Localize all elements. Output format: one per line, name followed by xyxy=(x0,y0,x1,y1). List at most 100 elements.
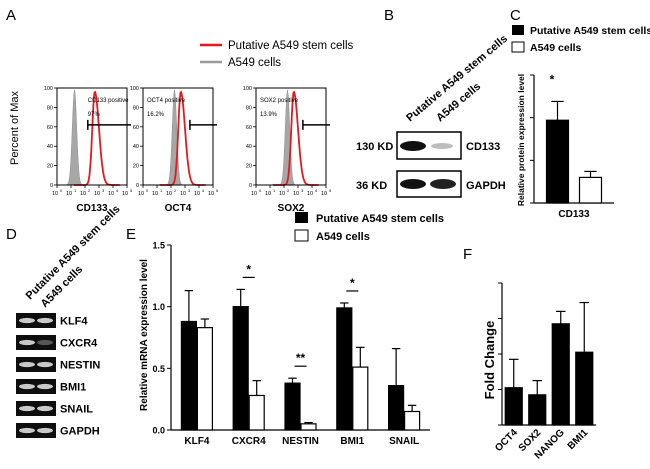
flow-xtick-exponent: 3 xyxy=(188,188,191,193)
flow-xtick-exponent: 3 xyxy=(301,188,304,193)
panel-e: E Putative A549 stem cells A549 cells Re… xyxy=(126,212,444,447)
gel-gene-label-nestin: NESTIN xyxy=(60,360,100,372)
flow-xtick-label: 10 xyxy=(194,191,200,197)
gel-band-bmi1-a549 xyxy=(37,383,53,390)
bar-nestin-a549 xyxy=(300,423,317,431)
gate-label-cd133: CD133 positive xyxy=(88,98,129,104)
flow-xtick-exponent: 0 xyxy=(146,188,149,193)
gel-gene-label-cxcr4: CXCR4 xyxy=(60,338,98,350)
red-histogram-sox2 xyxy=(272,90,319,186)
flow-ytick-label: 40 xyxy=(133,144,139,150)
flow-xtick-exponent: 0 xyxy=(259,188,262,193)
gel-gene-label-gapdh: GAPDH xyxy=(60,426,100,438)
flow-xtick-exponent: 5 xyxy=(329,188,332,193)
flow-xtick-exponent: 5 xyxy=(130,188,133,193)
flow-xtick-label: 10 xyxy=(180,191,186,197)
bar-cxcr4-a549 xyxy=(248,394,265,431)
category-label-bmi1: BMI1 xyxy=(340,436,364,447)
blot-band-gapdh-stem xyxy=(400,179,426,189)
red-histogram-cd133 xyxy=(73,90,120,186)
flow-xtick-label: 10 xyxy=(265,191,271,197)
flow-frame-cd133 xyxy=(56,87,128,186)
flow-xtick-label: 10 xyxy=(80,191,86,197)
flow-ytick-label: 0 xyxy=(136,183,139,189)
flow-histograms: CD133 positive97%02040608010010010110210… xyxy=(44,86,332,214)
gel-rows: KLF4 CXCR4 NESTIN BMI1 SNAIL GAPDH xyxy=(16,313,100,438)
legend-swatch-c-a549 xyxy=(511,41,525,53)
gel-row-snail xyxy=(16,401,56,416)
bar-klf4-stem xyxy=(180,320,197,431)
flow-xtick-exponent: 4 xyxy=(202,188,205,193)
flow-xtick-exponent: 2 xyxy=(88,188,91,193)
gel-band-snail-stem xyxy=(19,405,35,412)
flow-ytick-label: 80 xyxy=(47,105,53,111)
bar-nanog-stem xyxy=(551,323,570,426)
gel-row-klf4 xyxy=(16,313,56,328)
significance-mark-nestin: ** xyxy=(296,351,306,365)
flow-xtick-label: 10 xyxy=(293,191,299,197)
flow-xtick-exponent: 2 xyxy=(287,188,290,193)
flow-xtick-exponent: 0 xyxy=(60,188,63,193)
e-y-axis-label: Relative mRNA expression level xyxy=(139,259,150,411)
legend-label-stem: Putative A549 stem cells xyxy=(228,40,354,52)
flow-ytick-label: 60 xyxy=(47,125,53,131)
flow-xtick-label: 10 xyxy=(251,191,257,197)
flow-ytick-label: 40 xyxy=(47,144,53,150)
bar-sox2-stem xyxy=(528,394,547,426)
flow-xtick-exponent: 4 xyxy=(116,188,119,193)
gray-histogram-cd133 xyxy=(61,89,102,186)
gel-band-nestin-stem xyxy=(19,361,35,368)
gel-gene-label-klf4: KLF4 xyxy=(60,316,88,328)
bar-snail-stem xyxy=(388,385,405,431)
bar-bmi1-a549 xyxy=(352,366,369,431)
flow-xtick-label: 10 xyxy=(152,191,158,197)
flow-ytick-label: 0 xyxy=(50,183,53,189)
bar-oct4-stem xyxy=(504,387,523,426)
panel-a-letter: A xyxy=(6,7,16,24)
y-tick-label: 0.0 xyxy=(152,426,165,436)
flow-y-axis-label: Percent of Max xyxy=(9,91,21,165)
flow-xtick-label: 10 xyxy=(138,191,144,197)
flow-ytick-label: 100 xyxy=(44,86,53,92)
chart-e: 0.0 0.5 1.0 1.5 KLF4 CXCR4 * NESTIN ** BMI1 * SNAIL xyxy=(152,241,430,447)
flow-xtick-label: 10 xyxy=(166,191,172,197)
gate-label-oct4: OCT4 positive xyxy=(147,98,186,104)
blot-band-gapdh-a549 xyxy=(430,179,456,189)
flow-xtick-label: 10 xyxy=(94,191,100,197)
panel-d-letter: D xyxy=(6,226,17,243)
flow-xtick-label: 10 xyxy=(122,191,128,197)
gray-histogram-sox2 xyxy=(260,89,301,186)
gel-band-klf4-a549 xyxy=(37,317,53,324)
flow-xtick-label: 10 xyxy=(108,191,114,197)
blot-size-gapdh: 36 KD xyxy=(356,180,387,192)
flow-xtick-exponent: 1 xyxy=(273,188,276,193)
category-label-oct4: OCT4 xyxy=(493,427,520,454)
y-tick-label: 1.5 xyxy=(152,241,165,251)
gel-lane-label-stem: Putative A549 stem cells xyxy=(24,203,123,302)
flow-xtick-label: 10 xyxy=(66,191,72,197)
bar-bmi1-stem xyxy=(336,307,353,431)
bar-snail-a549 xyxy=(404,410,421,431)
gel-gene-label-snail: SNAIL xyxy=(60,404,93,416)
flow-ytick-label: 60 xyxy=(133,125,139,131)
flow-xtick-exponent: 1 xyxy=(74,188,77,193)
flow-ytick-label: 80 xyxy=(133,105,139,111)
y-tick-label: 0.5 xyxy=(152,364,165,374)
gel-band-snail-a549 xyxy=(37,405,53,412)
flow-ytick-label: 20 xyxy=(133,164,139,170)
flow-ytick-label: 20 xyxy=(47,164,53,170)
gel-row-cxcr4 xyxy=(16,335,56,350)
bar-klf4-a549 xyxy=(196,327,213,431)
flow-xtick-exponent: 1 xyxy=(160,188,163,193)
flow-xtick-label: 10 xyxy=(307,191,313,197)
category-label-nestin: NESTIN xyxy=(282,436,319,447)
chart-c: CD133 * xyxy=(530,72,614,220)
panel-c-letter: C xyxy=(510,7,521,24)
gel-band-cxcr4-stem xyxy=(19,339,35,346)
legend-label-e-stem: Putative A549 stem cells xyxy=(316,213,444,225)
flow-xtick-label: 10 xyxy=(208,191,214,197)
blot-band-cd133-a549 xyxy=(431,143,453,149)
